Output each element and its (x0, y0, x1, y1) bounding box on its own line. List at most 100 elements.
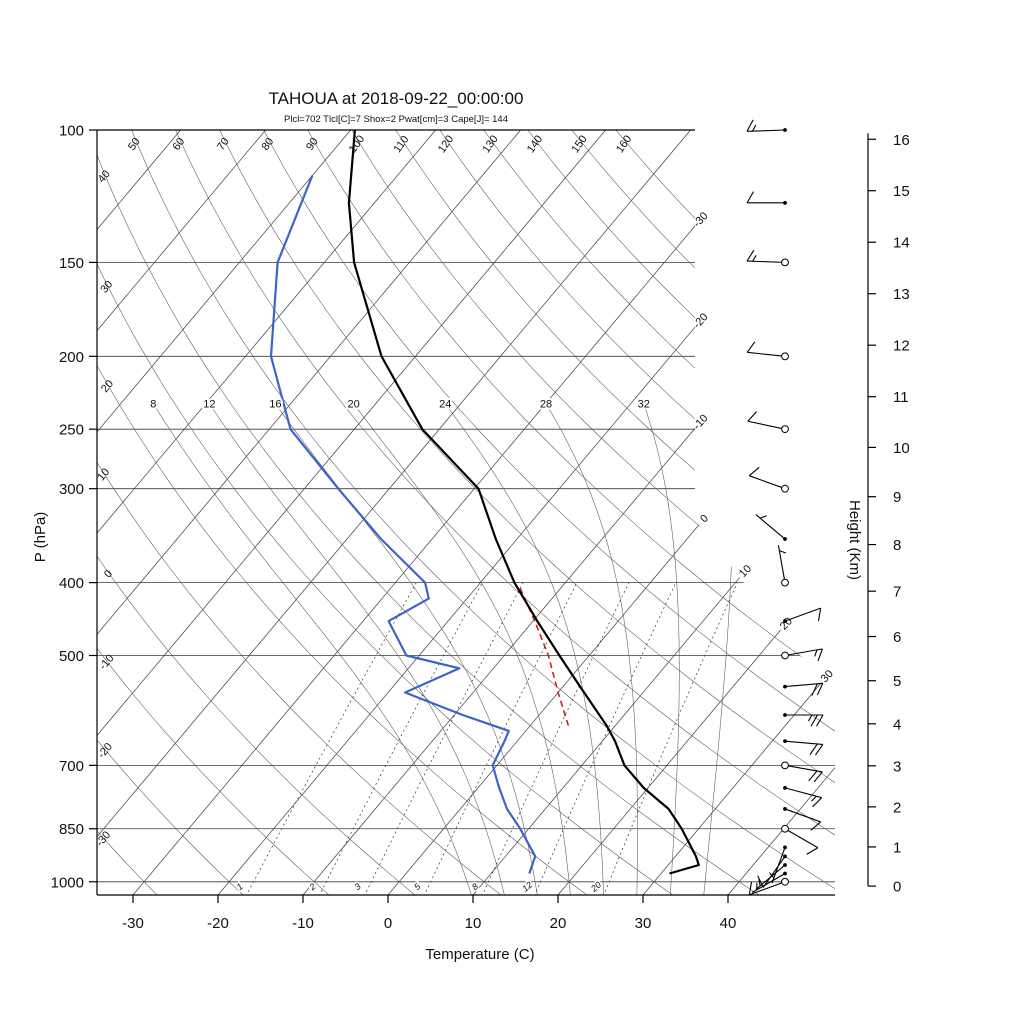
isotherm-line (387, 130, 835, 895)
isotherm-line (557, 130, 835, 895)
dry-adiabat-line (97, 130, 761, 895)
dry-adiabat-label: 10 (95, 466, 112, 483)
moist-adiabat-line (703, 398, 733, 895)
height-axis-label: Height (Km) (846, 500, 863, 580)
moist-adiabat-label: 8 (150, 398, 156, 410)
mixing-ratio-line (245, 582, 417, 895)
height-tick-label: 8 (893, 537, 901, 554)
wind-level-dot (783, 713, 787, 717)
dry-adiabat-label: 70 (215, 136, 232, 153)
wind-barb (746, 119, 787, 132)
wind-barb (751, 871, 787, 894)
pressure-tick-label: 700 (59, 758, 84, 775)
wind-barb (783, 785, 823, 808)
dry-adiabat-line (259, 130, 835, 895)
wind-level-circle (781, 761, 789, 770)
temperature-tick-label: -30 (122, 915, 144, 932)
dry-adiabat-label: 110 (392, 134, 412, 155)
isotherm-line (97, 130, 691, 895)
wind-barb (783, 682, 824, 696)
wind-level-dot (783, 807, 787, 811)
wind-barb (747, 411, 789, 434)
dry-adiabat-line (522, 130, 835, 895)
height-tick-label: 6 (893, 629, 901, 646)
moist-adiabat-line (641, 398, 680, 895)
pressure-axis-label: P (hPa) (32, 512, 49, 563)
moist-adiabat-label: 16 (269, 398, 281, 410)
dry-adiabat-label: 90 (304, 136, 321, 153)
dry-adiabat-label: 130 (480, 133, 500, 155)
mixing-ratio-line (603, 582, 738, 895)
dry-adiabat-label: 0 (102, 568, 115, 580)
dry-adiabat-label: 80 (260, 136, 277, 153)
wind-barb (768, 845, 787, 884)
dry-adiabat-line (128, 130, 835, 895)
temperature-axis-label: Temperature (C) (425, 946, 534, 963)
wind-barb (781, 824, 819, 855)
height-tick-label: 14 (893, 235, 910, 252)
isotherm-line (97, 130, 266, 895)
wind-level-circle (781, 258, 789, 267)
dry-adiabat-line (97, 130, 503, 895)
height-tick-label: 1 (893, 839, 901, 856)
dry-adiabat-label: 60 (170, 136, 187, 153)
pressure-tick-label: 250 (59, 422, 84, 439)
wind-level-circle (781, 578, 789, 587)
dry-adiabat-line (478, 130, 835, 895)
dry-adiabat-line (97, 130, 675, 895)
mixing-ratio-label: 8 (470, 881, 480, 892)
mixing-ratio-label: 2 (307, 881, 318, 893)
wind-barb (746, 341, 789, 361)
mixing-ratio-line (318, 582, 483, 895)
dry-adiabat-line (97, 130, 589, 895)
moist-adiabat-line (205, 398, 506, 895)
isotherm-line (97, 130, 351, 895)
dry-adiabat-label: 160 (614, 133, 634, 155)
wind-barb (777, 545, 789, 587)
isotherm-line (97, 130, 521, 895)
dry-adiabat-line (97, 130, 417, 895)
mixing-ratio-line (423, 582, 578, 895)
wind-level-dot (783, 863, 787, 867)
isotherm-line (642, 130, 835, 895)
wind-barb (783, 607, 822, 623)
isotherm-line (97, 130, 606, 895)
wind-barb (748, 877, 789, 896)
isotherm-line (727, 130, 835, 895)
dry-adiabat-line (97, 130, 159, 895)
height-tick-label: 16 (893, 132, 910, 149)
height-tick-label: 9 (893, 489, 901, 506)
chart-subtitle: Plcl=702 Tlcl[C]=7 Shox=2 Pwat[cm]=3 Cap… (284, 114, 508, 125)
wind-level-dot (783, 845, 787, 850)
moist-adiabat-line (149, 398, 473, 895)
wind-barb (755, 514, 787, 541)
dry-adiabat-line (435, 130, 835, 895)
wind-level-dot (783, 739, 787, 744)
temperature-tick-label: 30 (635, 915, 652, 932)
dry-adiabat-line (303, 130, 835, 895)
height-tick-label: 2 (893, 799, 901, 816)
dry-adiabat-label: 40 (96, 168, 113, 185)
isotherm-line (97, 130, 436, 895)
dry-adiabat-line (97, 130, 245, 895)
grid-background (97, 130, 835, 895)
wind-level-dot (783, 200, 787, 205)
pressure-tick-label: 850 (59, 821, 84, 838)
moist-adiabat-label: 28 (540, 398, 552, 410)
temperature-tick-label: -10 (292, 915, 314, 932)
pressure-tick-label: 400 (59, 575, 84, 592)
wind-barb (757, 854, 787, 888)
dry-adiabat-label: 140 (525, 133, 545, 155)
temperature-tick-label: 0 (384, 915, 392, 932)
wind-barb (748, 466, 789, 493)
dry-adiabat-line (97, 130, 331, 895)
dry-adiabat-line (172, 130, 835, 895)
height-tick-label: 13 (893, 286, 910, 303)
mixing-ratio-label: 5 (412, 881, 423, 893)
wind-level-circle (781, 484, 789, 493)
height-tick-label: 7 (893, 584, 901, 601)
